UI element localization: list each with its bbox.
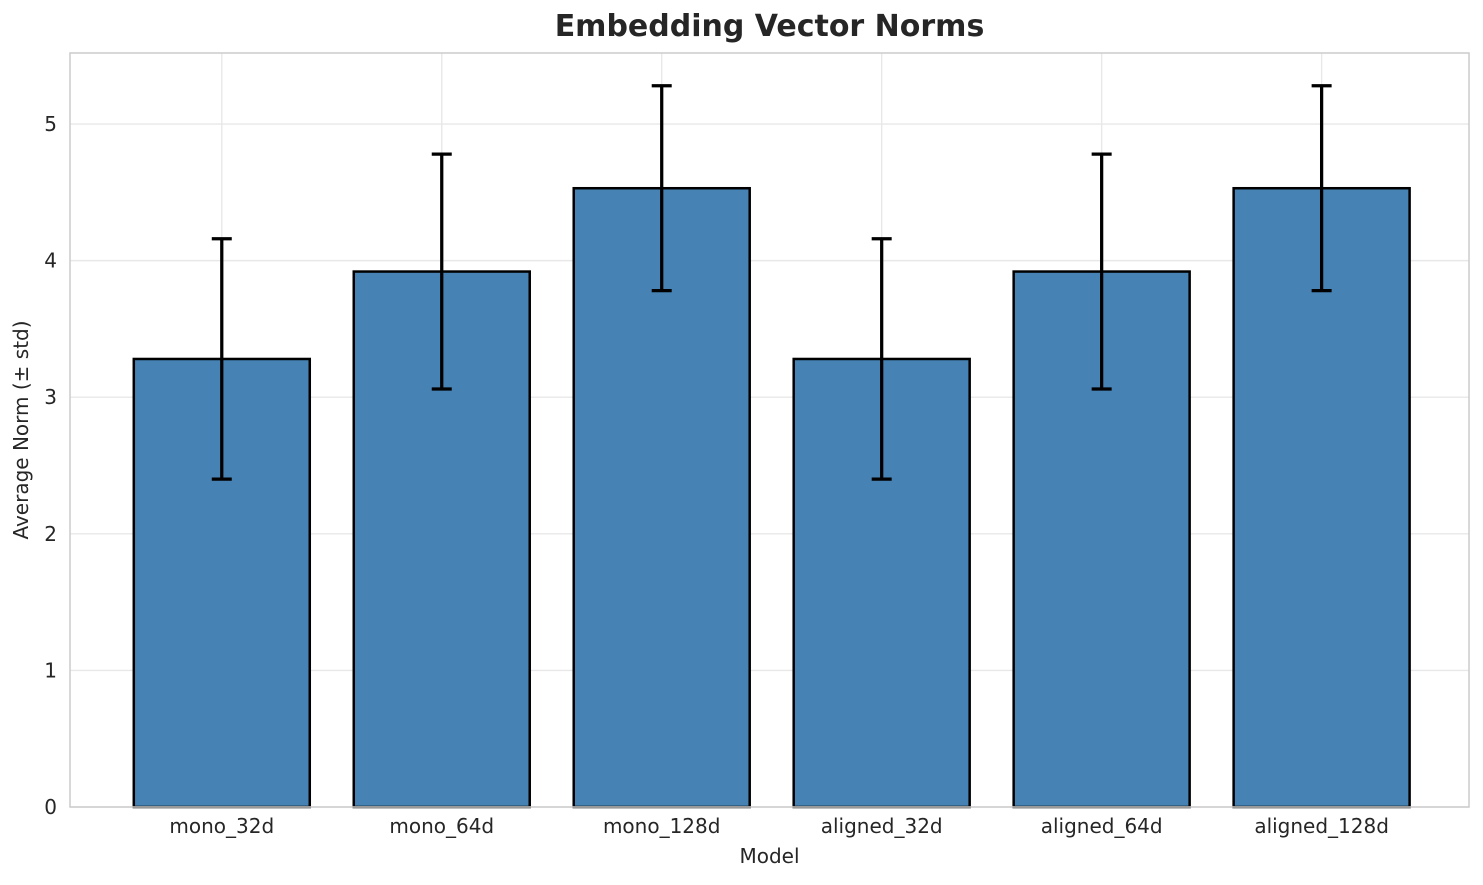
y-tick-label: 1 xyxy=(44,658,57,682)
y-tick-label: 2 xyxy=(44,522,57,546)
y-tick-label: 4 xyxy=(44,249,57,273)
x-tick-label: aligned_128d xyxy=(1254,814,1389,838)
x-tick-label: mono_32d xyxy=(169,814,274,838)
y-tick-label: 3 xyxy=(44,385,57,409)
y-tick-label: 5 xyxy=(44,112,57,136)
x-tick-label: aligned_32d xyxy=(821,814,943,838)
x-tick-label: aligned_64d xyxy=(1041,814,1163,838)
x-axis-label: Model xyxy=(739,844,800,868)
bar-mono_64d xyxy=(352,270,531,809)
x-tick-label: mono_64d xyxy=(389,814,494,838)
chart-title: Embedding Vector Norms xyxy=(554,9,985,44)
x-tick-label: mono_128d xyxy=(603,814,721,838)
y-tick-label: 0 xyxy=(44,795,57,819)
axes-spines xyxy=(69,52,1470,808)
